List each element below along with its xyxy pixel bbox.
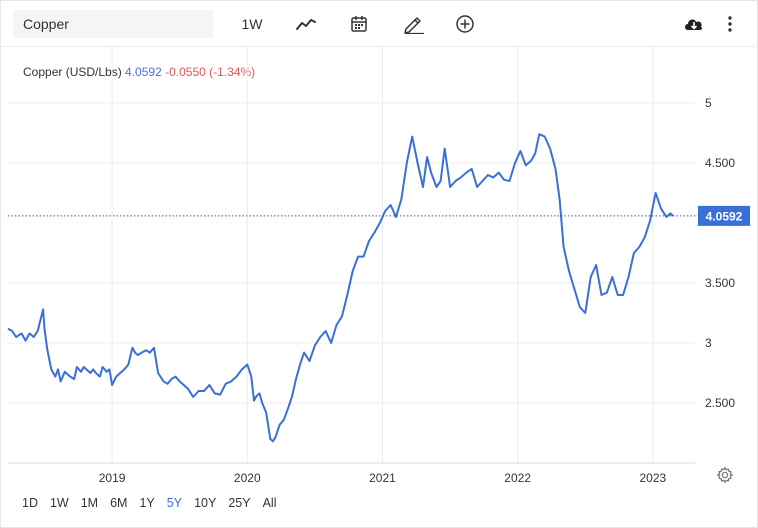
legend-price: 4.0592	[125, 65, 162, 79]
series-line-copper[interactable]	[7, 133, 674, 443]
range-button-1m[interactable]: 1M	[80, 496, 99, 510]
range-button-5y[interactable]: 5Y	[166, 496, 183, 510]
range-button-10y[interactable]: 10Y	[194, 496, 217, 510]
legend-change-percent: (-1.34%)	[209, 65, 256, 79]
x-tick-label: 2021	[369, 471, 396, 485]
x-tick-label: 2022	[504, 471, 531, 485]
range-selector: 1D 1W 1M 6M 1Y 5Y 10Y 25Y All	[16, 492, 282, 514]
compare-button[interactable]	[452, 11, 478, 37]
range-button-all[interactable]: All	[262, 496, 277, 510]
legend-symbol-name: Copper (USD/Lbs)	[23, 65, 122, 79]
legend-change: -0.0550	[165, 65, 206, 79]
cloud-download-icon	[685, 19, 703, 30]
draw-button[interactable]	[400, 11, 428, 37]
range-button-25y[interactable]: 25Y	[228, 496, 251, 510]
chart-type-button[interactable]	[292, 11, 320, 37]
x-tick-label: 2019	[99, 471, 126, 485]
y-tick-label: 3	[705, 336, 712, 350]
x-tick-label: 2020	[234, 471, 261, 485]
symbol-search-input[interactable]	[13, 10, 213, 38]
calendar-icon	[351, 16, 367, 32]
plus-circle-icon	[456, 15, 474, 33]
settings-gear-icon[interactable]	[716, 466, 734, 484]
last-price-label: 4.0592	[706, 209, 743, 223]
y-tick-label: 2.500	[705, 396, 735, 410]
date-range-button[interactable]	[346, 11, 372, 37]
y-tick-label: 3.500	[705, 276, 735, 290]
x-tick-label: 2023	[639, 471, 666, 485]
pencil-icon	[404, 17, 424, 34]
download-button[interactable]	[681, 11, 707, 37]
more-vertical-icon	[728, 16, 732, 32]
more-options-button[interactable]	[720, 11, 740, 37]
last-price-tag	[698, 205, 750, 226]
range-button-1d[interactable]: 1D	[22, 496, 38, 510]
line-chart-icon	[296, 19, 316, 30]
interval-button[interactable]: 1W	[241, 16, 263, 32]
y-tick-label: 5	[705, 96, 712, 110]
range-button-1y[interactable]: 1Y	[139, 496, 155, 510]
range-button-6m[interactable]: 6M	[110, 496, 128, 510]
chart-legend: Copper (USD/Lbs) 4.0592 -0.0550 (-1.34%)	[23, 65, 255, 79]
toolbar: 1W	[0, 0, 758, 47]
y-tick-label: 4.500	[705, 156, 735, 170]
range-button-1w[interactable]: 1W	[49, 496, 69, 510]
